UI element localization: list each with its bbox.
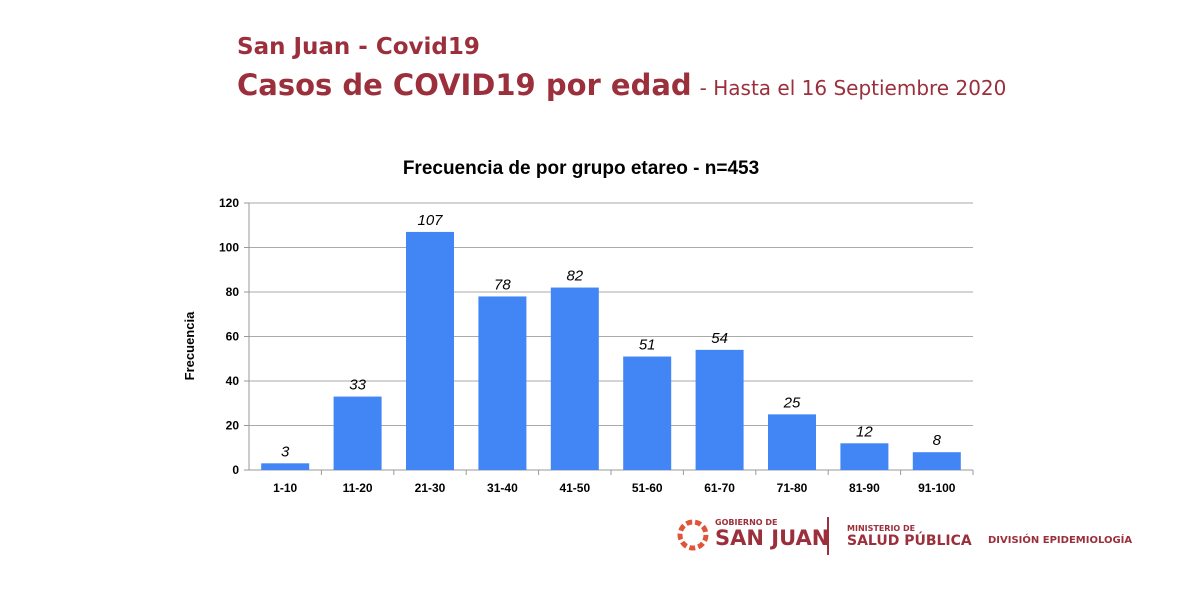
data-label: 54 (711, 330, 728, 347)
data-label: 8 (933, 432, 942, 449)
data-label: 25 (783, 394, 801, 411)
sun-icon (677, 519, 709, 551)
subtitle-main: Casos de COVID19 por edad (237, 68, 692, 102)
x-tick-label: 61-70 (704, 481, 735, 495)
x-tick-label: 51-60 (632, 481, 663, 495)
divider (827, 517, 829, 555)
x-tick-label: 91-100 (918, 481, 956, 495)
data-label: 107 (417, 212, 443, 229)
bar (695, 349, 744, 470)
min-big: SALUD PÚBLICA (847, 533, 972, 549)
bar (912, 452, 961, 470)
y-tick-label: 0 (232, 463, 239, 477)
division-label: DIVISIÓN EPIDEMIOLOGÍA (988, 535, 1133, 546)
data-label: 82 (566, 268, 583, 285)
y-tick-label: 120 (219, 196, 239, 210)
data-label: 33 (349, 377, 366, 394)
header-title: San Juan - Covid19 (237, 34, 480, 60)
chart-title: Frecuencia de por grupo etareo - n=453 (403, 158, 759, 179)
x-tick-label: 31-40 (487, 481, 518, 495)
y-tick-label: 80 (226, 285, 240, 299)
header-subtitle: Casos de COVID19 por edad - Hasta el 16 S… (237, 68, 1006, 102)
bar (550, 287, 599, 470)
data-label: 78 (494, 276, 511, 293)
bar (261, 463, 310, 470)
subtitle-date: - Hasta el 16 Septiembre 2020 (699, 76, 1007, 100)
x-tick-label: 71-80 (777, 481, 808, 495)
x-tick-label: 11-20 (343, 481, 373, 495)
gov-small: GOBIERNO DE (715, 518, 778, 527)
y-tick-label: 40 (226, 374, 240, 388)
y-tick-label: 20 (226, 419, 240, 433)
data-label: 51 (639, 337, 656, 354)
x-tick-label: 1-10 (273, 481, 297, 495)
y-axis-label: Frecuencia (182, 311, 197, 380)
gov-big: SAN JUAN (715, 526, 830, 550)
bar (768, 414, 816, 470)
bar (333, 396, 382, 470)
bar (478, 296, 527, 470)
data-label: 3 (281, 443, 290, 460)
y-tick-label: 100 (219, 241, 239, 255)
y-tick-label: 60 (226, 330, 240, 344)
bar (623, 356, 672, 470)
min-small: MINISTERIO DE (847, 524, 916, 533)
bar (406, 231, 454, 470)
bar (840, 443, 889, 470)
x-tick-label: 81-90 (849, 481, 880, 495)
data-label: 12 (856, 423, 873, 440)
x-tick-label: 41-50 (559, 481, 590, 495)
x-tick-label: 21-30 (415, 481, 446, 495)
